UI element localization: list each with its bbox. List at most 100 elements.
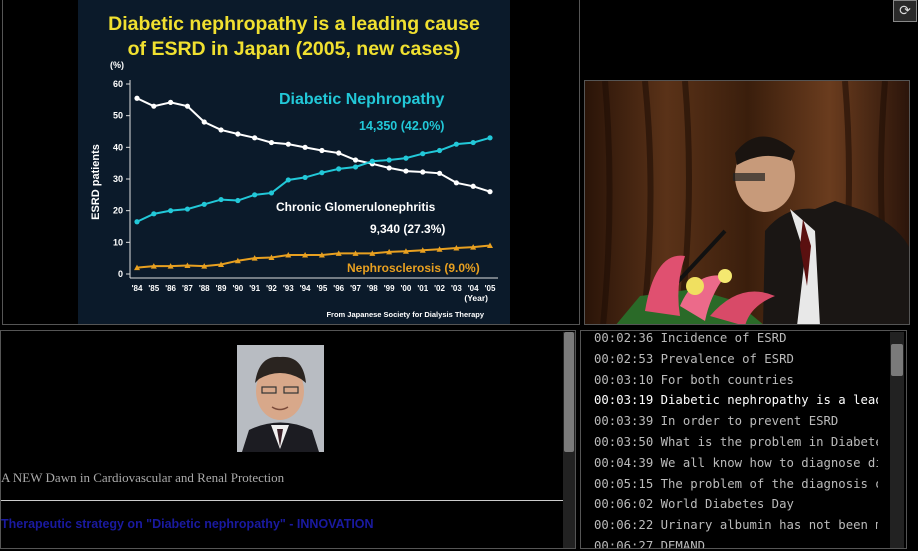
data-point-nephrosclerosis bbox=[134, 264, 140, 271]
data-point-nephrosclerosis bbox=[218, 261, 225, 267]
data-point-chronic-glomerulonephritis bbox=[235, 131, 241, 137]
chapter-list-panel: 00:02:36 Incidence of ESRD 00:02:53 Preva… bbox=[580, 330, 907, 549]
data-point-chronic-glomerulonephritis bbox=[470, 183, 476, 189]
data-point-nephrosclerosis bbox=[335, 250, 342, 256]
y-axis-label: ESRD patients bbox=[90, 144, 102, 220]
chapter-item[interactable]: 00:06:02 World Diabetes Day bbox=[594, 497, 794, 512]
data-point-chronic-glomerulonephritis bbox=[319, 147, 325, 154]
chapter-item[interactable]: 00:05:15 The problem of the diagnosis of… bbox=[594, 476, 878, 491]
chapter-item[interactable]: 00:04:39 We all know how to diagnose dia bbox=[594, 455, 878, 470]
data-point-diabetic-nephropathy bbox=[352, 164, 359, 170]
data-point-diabetic-nephropathy bbox=[235, 197, 241, 204]
slide-chart: Diabetic nephropathy is a leading cause … bbox=[90, 13, 498, 319]
data-point-nephrosclerosis bbox=[419, 247, 426, 253]
data-point-chronic-glomerulonephritis bbox=[352, 157, 359, 163]
data-point-chronic-glomerulonephritis bbox=[252, 135, 258, 141]
data-point-diabetic-nephropathy bbox=[218, 196, 224, 203]
data-point-nephrosclerosis bbox=[234, 257, 241, 264]
data-point-diabetic-nephropathy bbox=[168, 208, 174, 214]
x-tick-label: '92 bbox=[266, 284, 277, 293]
refresh-icon[interactable]: ⟳ bbox=[893, 0, 917, 22]
data-point-diabetic-nephropathy bbox=[386, 157, 392, 163]
series-line-diabetic-nephropathy bbox=[136, 136, 491, 223]
data-point-diabetic-nephropathy bbox=[470, 139, 476, 146]
data-point-diabetic-nephropathy bbox=[201, 201, 207, 207]
data-point-nephrosclerosis bbox=[386, 248, 393, 255]
x-tick-label: '95 bbox=[316, 284, 327, 293]
x-tick-label: '00 bbox=[401, 284, 412, 293]
chapter-item[interactable]: 00:03:50 What is the problem in Diabetes… bbox=[594, 434, 878, 449]
x-tick-label: '87 bbox=[182, 284, 193, 293]
chapter-item[interactable]: 00:02:53 Prevalence of ESRD bbox=[594, 351, 794, 366]
x-tick-label: '84 bbox=[132, 284, 143, 293]
chapter-scrollbar-thumb[interactable] bbox=[891, 344, 903, 376]
chapter-item[interactable]: 00:02:36 Incidence of ESRD bbox=[594, 331, 787, 345]
data-point-chronic-glomerulonephritis bbox=[420, 169, 426, 175]
data-point-diabetic-nephropathy bbox=[336, 166, 342, 172]
video-player[interactable] bbox=[584, 80, 910, 325]
x-tick-label: '03 bbox=[451, 284, 462, 293]
data-point-nephrosclerosis bbox=[453, 245, 460, 251]
data-point-chronic-glomerulonephritis bbox=[184, 103, 191, 109]
data-point-chronic-glomerulonephritis bbox=[268, 139, 275, 146]
data-point-diabetic-nephropathy bbox=[252, 192, 258, 198]
info-scrollbar[interactable] bbox=[563, 332, 575, 548]
data-point-chronic-glomerulonephritis bbox=[218, 127, 224, 133]
data-point-diabetic-nephropathy bbox=[403, 155, 409, 161]
x-tick-label: '97 bbox=[350, 284, 361, 293]
data-point-chronic-glomerulonephritis bbox=[336, 150, 342, 156]
y-tick-label: 10 bbox=[113, 237, 123, 247]
data-point-chronic-glomerulonephritis bbox=[453, 180, 459, 186]
data-point-nephrosclerosis bbox=[184, 262, 191, 268]
data-point-nephrosclerosis bbox=[402, 248, 409, 254]
slide-title-line1: Diabetic nephropathy is a leading cause bbox=[108, 13, 480, 35]
x-tick-label: '02 bbox=[434, 284, 445, 293]
data-point-chronic-glomerulonephritis bbox=[134, 95, 140, 101]
slide: Diabetic nephropathy is a leading cause … bbox=[78, 0, 510, 324]
data-point-nephrosclerosis bbox=[201, 263, 208, 269]
x-tick-label: '86 bbox=[165, 284, 176, 293]
slide-title-line2: of ESRD in Japan (2005, new cases) bbox=[128, 38, 461, 60]
data-point-chronic-glomerulonephritis bbox=[403, 168, 409, 174]
data-point-diabetic-nephropathy bbox=[134, 219, 140, 225]
y-tick-label: 60 bbox=[113, 79, 123, 89]
chapter-item[interactable]: 00:06:22 Urinary albumin has not been me… bbox=[594, 518, 878, 533]
x-tick-label: '85 bbox=[148, 284, 159, 293]
series-line-nephrosclerosis bbox=[136, 244, 491, 269]
data-point-nephrosclerosis bbox=[285, 252, 292, 258]
speaker-photo bbox=[237, 345, 324, 452]
chapter-item[interactable]: 00:03:39 In order to prevent ESRD bbox=[594, 414, 839, 429]
data-point-diabetic-nephropathy bbox=[369, 158, 375, 164]
data-point-diabetic-nephropathy bbox=[302, 174, 308, 181]
chapter-scrollbar[interactable] bbox=[890, 332, 904, 548]
data-point-nephrosclerosis bbox=[268, 254, 275, 261]
data-point-chronic-glomerulonephritis bbox=[201, 119, 207, 125]
data-point-nephrosclerosis bbox=[470, 244, 477, 250]
chapter-item[interactable]: 00:06:27 DEMAND bbox=[594, 538, 706, 549]
talk-title-link[interactable]: Therapeutic strategy on "Diabetic nephro… bbox=[1, 517, 374, 531]
divider bbox=[1, 500, 563, 501]
data-point-nephrosclerosis bbox=[369, 250, 376, 256]
x-tick-label: '04 bbox=[468, 284, 479, 293]
data-point-nephrosclerosis bbox=[150, 263, 157, 269]
x-tick-label: '88 bbox=[199, 284, 210, 293]
data-point-diabetic-nephropathy bbox=[285, 177, 291, 183]
ns-annotation: Nephrosclerosis (9.0%) bbox=[347, 261, 480, 275]
data-point-chronic-glomerulonephritis bbox=[386, 165, 392, 171]
data-point-chronic-glomerulonephritis bbox=[487, 189, 493, 195]
data-point-nephrosclerosis bbox=[318, 252, 325, 258]
data-point-diabetic-nephropathy bbox=[184, 206, 191, 212]
x-unit-label: (Year) bbox=[464, 293, 488, 303]
y-tick-label: 30 bbox=[113, 174, 123, 184]
info-scrollbar-thumb[interactable] bbox=[564, 332, 574, 452]
slide-panel: Diabetic nephropathy is a leading cause … bbox=[2, 0, 580, 325]
data-point-chronic-glomerulonephritis bbox=[436, 170, 443, 176]
y-tick-label: 40 bbox=[113, 142, 123, 152]
chapter-item[interactable]: 00:03:10 For both countries bbox=[594, 372, 794, 387]
data-point-diabetic-nephropathy bbox=[453, 141, 459, 147]
talk-info-panel: A NEW Dawn in Cardiovascular and Renal P… bbox=[0, 330, 576, 549]
data-point-nephrosclerosis bbox=[487, 242, 493, 248]
y-tick-label: 50 bbox=[113, 111, 123, 121]
data-point-diabetic-nephropathy bbox=[268, 190, 275, 196]
chapter-item[interactable]: 00:03:19 Diabetic nephropathy is a leadi… bbox=[594, 393, 878, 408]
